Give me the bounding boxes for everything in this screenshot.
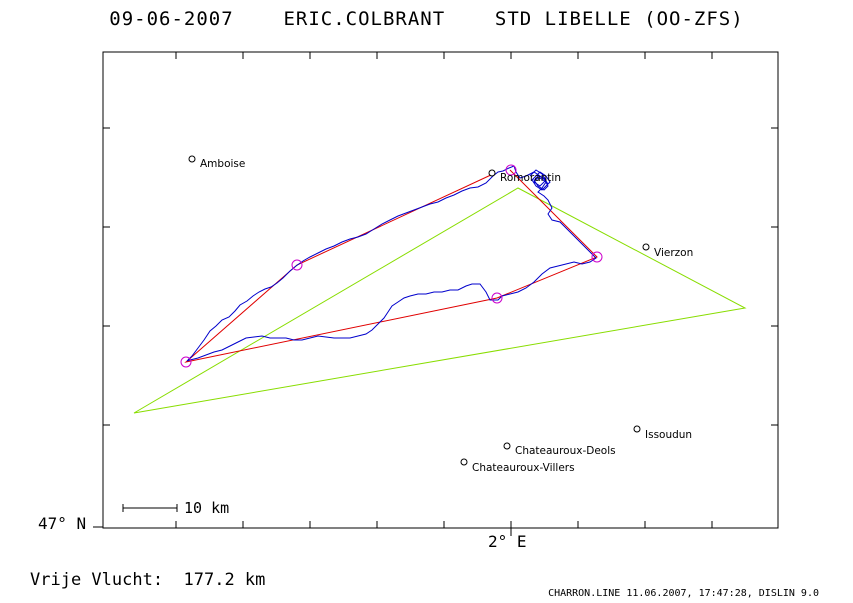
fai-triangle [133, 187, 747, 414]
turnpoint-3 [491, 292, 503, 304]
marker-chateauroux-deols [503, 442, 511, 450]
top-ticks [175, 52, 713, 59]
place-label-chateauroux-villers: Chateauroux-Villers [472, 462, 575, 474]
place-label-amboise: Amboise [200, 158, 245, 170]
latitude-label: 47° N [38, 514, 87, 533]
scale-bar [122, 504, 178, 512]
task-line [184, 169, 598, 363]
bottom-ticks [175, 521, 713, 536]
marker-vierzon [642, 243, 650, 251]
marker-issoudun [633, 425, 641, 433]
longitude-label: 2° E [488, 532, 527, 551]
map-title: 09-06-2007 ERIC.COLBRANT STD LIBELLE (OO… [109, 8, 744, 30]
free-flight-distance: Vrije Vlucht: 177.2 km [30, 570, 266, 590]
place-markers [188, 155, 650, 466]
right-ticks [771, 127, 778, 426]
turnpoints [180, 164, 603, 368]
place-label-vierzon: Vierzon [654, 247, 693, 259]
turnpoint-1 [291, 259, 303, 271]
map-frame [102, 51, 779, 529]
turnpoint-5 [505, 164, 517, 176]
turnpoint-4 [591, 251, 603, 263]
turnpoint-2 [180, 356, 192, 368]
scale-bar-label: 10 km [184, 499, 230, 517]
place-label-romorantin: Romorantin [500, 172, 561, 184]
place-label-issoudun: Issoudun [645, 429, 692, 441]
left-ticks [93, 127, 110, 528]
place-label-chateauroux-deols: Chateauroux-Deols [515, 445, 616, 457]
marker-chateauroux-villers [460, 458, 468, 466]
marker-amboise [188, 155, 196, 163]
marker-romorantin [488, 169, 496, 177]
thermal-cluster [529, 169, 551, 191]
footer-info: CHARRON.LINE 11.06.2007, 17:47:28, DISLI… [548, 588, 819, 599]
flight-track [186, 165, 597, 362]
